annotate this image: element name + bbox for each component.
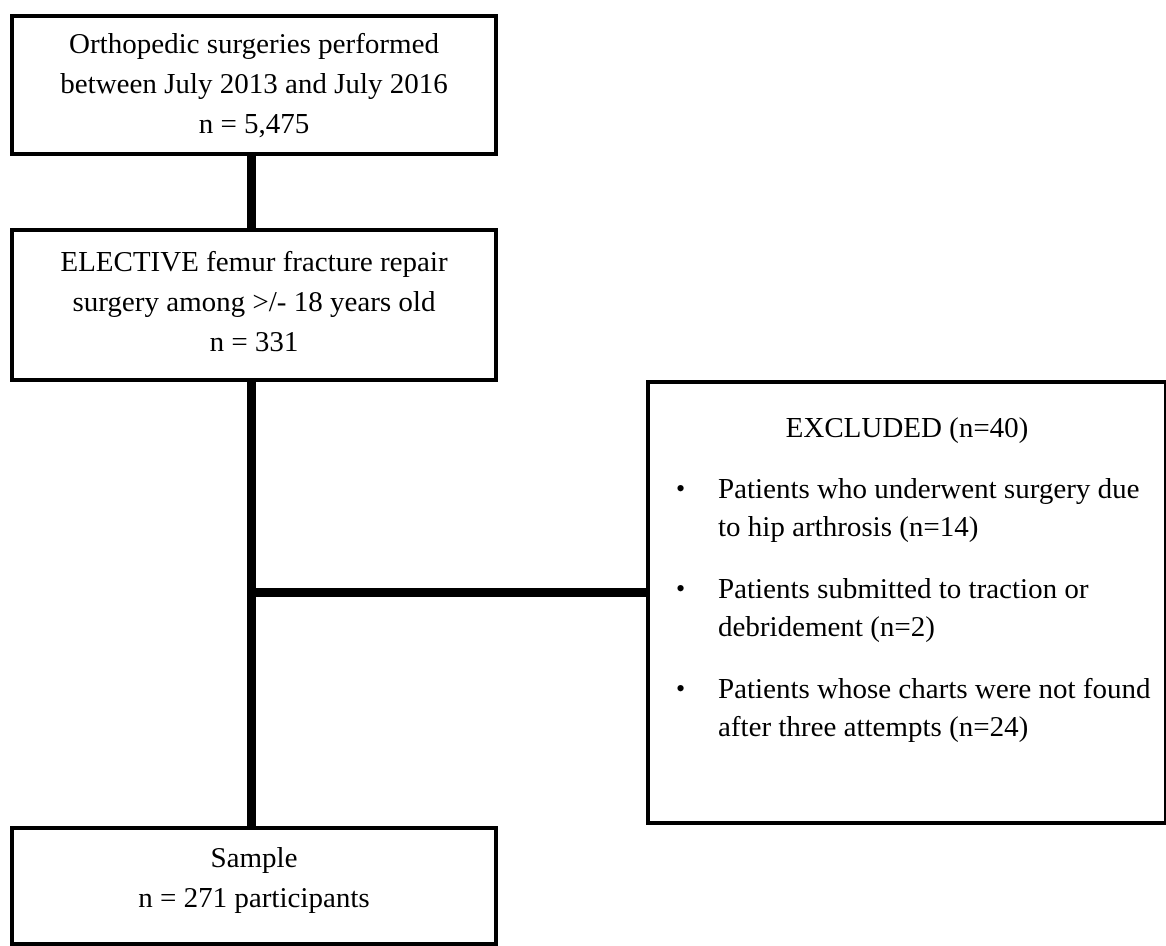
bullet-icon: • [676, 474, 686, 503]
connector-top [247, 156, 256, 228]
box2-count: n = 331 [209, 326, 299, 358]
box1-count: n = 5,475 [198, 108, 310, 140]
surgeries-performed-box: Orthopedic surgeries performed between J… [10, 14, 498, 156]
excluded-item-text: Patients whose charts were not found aft… [718, 673, 1151, 743]
surgeries-performed-text: Orthopedic surgeries performed between J… [14, 18, 494, 144]
connector-main [247, 382, 256, 826]
excluded-box: EXCLUDED (n=40) • Patients who underwent… [646, 380, 1166, 825]
box1-line-2: between July 2013 and July 2016 [60, 68, 448, 100]
connector-exclusion [256, 588, 646, 597]
bullet-icon: • [676, 574, 686, 603]
excluded-item-text: Patients submitted to traction or debrid… [718, 573, 1089, 643]
elective-surgery-text: ELECTIVE femur fracture repair surgery a… [14, 232, 494, 362]
box1-line-1: Orthopedic surgeries performed [69, 28, 439, 60]
excluded-list: • Patients who underwent surgery due to … [650, 470, 1164, 746]
elective-surgery-box: ELECTIVE femur fracture repair surgery a… [10, 228, 498, 382]
excluded-item: • Patients whose charts were not found a… [650, 670, 1164, 746]
box2-line-1: ELECTIVE femur fracture repair [60, 246, 448, 278]
excluded-item: • Patients who underwent surgery due to … [650, 470, 1164, 546]
excluded-item: • Patients submitted to traction or debr… [650, 570, 1164, 646]
sample-box: Sample n = 271 participants [10, 826, 498, 946]
box2-line-2: surgery among >/- 18 years old [72, 286, 436, 318]
excluded-item-text: Patients who underwent surgery due to hi… [718, 473, 1140, 543]
bullet-icon: • [676, 674, 686, 703]
sample-count: n = 271 participants [138, 882, 370, 914]
excluded-title: EXCLUDED (n=40) [785, 412, 1029, 444]
sample-text: Sample n = 271 participants [14, 830, 494, 918]
sample-label: Sample [210, 842, 298, 874]
